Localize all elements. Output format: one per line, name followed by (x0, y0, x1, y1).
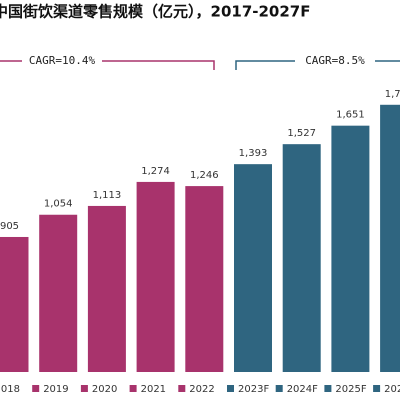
legend-swatch (129, 385, 137, 392)
bar (87, 205, 126, 372)
bar (331, 125, 370, 372)
bar (380, 104, 400, 372)
value-label: 1,393 (239, 148, 268, 159)
legend-label: 2023F (238, 384, 269, 395)
value-label: 1,651 (336, 110, 365, 121)
value-label: 1,113 (93, 190, 122, 201)
legend-label: 2019 (43, 384, 68, 395)
legend-swatch (324, 385, 332, 392)
value-label: 1,274 (141, 166, 170, 177)
legend-label: 2020 (92, 384, 117, 395)
value-label: 1,054 (44, 199, 73, 210)
bar (39, 214, 78, 372)
legend-label: 2022 (189, 384, 214, 395)
bar (234, 164, 272, 372)
bar (0, 236, 29, 372)
legend-swatch (275, 385, 283, 392)
value-label: 1,791 (385, 89, 400, 100)
bar (136, 181, 175, 372)
value-label: 1,527 (287, 128, 316, 139)
chart-title: 中国街饮渠道零售规模（亿元），2017-2027F (0, 3, 310, 21)
bar (282, 144, 321, 372)
legend-swatch (80, 385, 88, 392)
legend-swatch (32, 385, 40, 392)
cagr-label: CAGR=10.4% (29, 54, 96, 67)
cagr-bracket (235, 60, 400, 70)
legend-swatch (178, 385, 186, 392)
value-label: 1,246 (190, 170, 219, 181)
legend-label: 2021 (141, 384, 166, 395)
legend-label: 2026F (384, 384, 400, 395)
legend-label: 2018 (0, 384, 20, 395)
legend-label: 2024F (287, 384, 318, 395)
cagr-label: CAGR=8.5% (305, 54, 365, 67)
legend-swatch (227, 385, 234, 392)
legend-swatch (373, 385, 381, 392)
legend-label: 2025F (335, 384, 366, 395)
value-label: 905 (0, 221, 19, 232)
bar (185, 186, 224, 372)
cagr-bracket (0, 60, 215, 70)
